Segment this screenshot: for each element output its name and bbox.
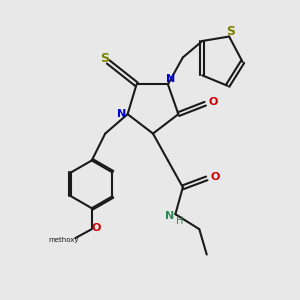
- Text: O: O: [208, 97, 218, 107]
- Text: N: N: [117, 109, 126, 119]
- Text: methoxy: methoxy: [49, 237, 79, 243]
- Text: N: N: [165, 211, 175, 221]
- Text: N: N: [166, 74, 175, 84]
- Text: H: H: [176, 216, 184, 226]
- Text: O: O: [92, 223, 101, 233]
- Text: S: S: [100, 52, 109, 65]
- Text: O: O: [210, 172, 220, 182]
- Text: S: S: [226, 25, 235, 38]
